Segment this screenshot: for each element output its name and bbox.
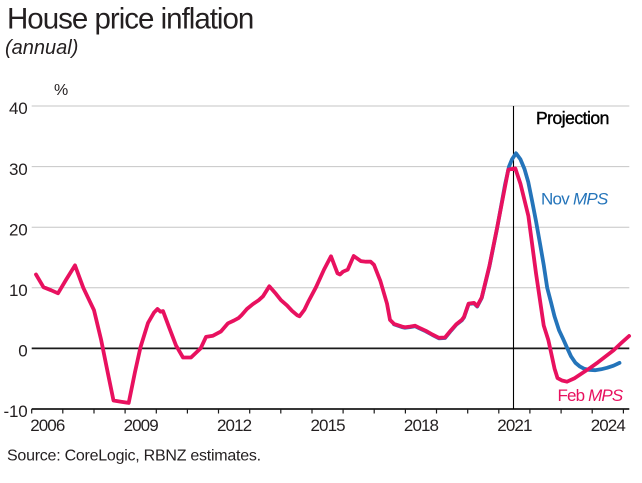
svg-text:2024: 2024 bbox=[591, 416, 626, 435]
svg-text:0: 0 bbox=[18, 342, 27, 361]
svg-text:2006: 2006 bbox=[30, 416, 65, 435]
svg-text:(annual): (annual) bbox=[5, 37, 78, 59]
svg-text:2012: 2012 bbox=[217, 416, 252, 435]
svg-text:2021: 2021 bbox=[497, 416, 532, 435]
svg-text:%: % bbox=[54, 82, 68, 99]
svg-text:2015: 2015 bbox=[310, 416, 345, 435]
svg-text:30: 30 bbox=[9, 160, 28, 179]
svg-text:40: 40 bbox=[9, 99, 28, 118]
svg-text:House price inflation: House price inflation bbox=[7, 3, 253, 36]
svg-text:Source: CoreLogic, RBNZ estima: Source: CoreLogic, RBNZ estimates. bbox=[7, 447, 261, 464]
svg-text:Nov MPS: Nov MPS bbox=[541, 190, 609, 209]
svg-text:Projection: Projection bbox=[536, 108, 609, 128]
svg-text:2009: 2009 bbox=[124, 416, 159, 435]
svg-text:Feb MPS: Feb MPS bbox=[558, 386, 624, 405]
svg-text:2018: 2018 bbox=[404, 416, 439, 435]
svg-text:20: 20 bbox=[9, 220, 28, 239]
svg-text:10: 10 bbox=[9, 281, 28, 300]
svg-text:-10: -10 bbox=[4, 402, 28, 421]
